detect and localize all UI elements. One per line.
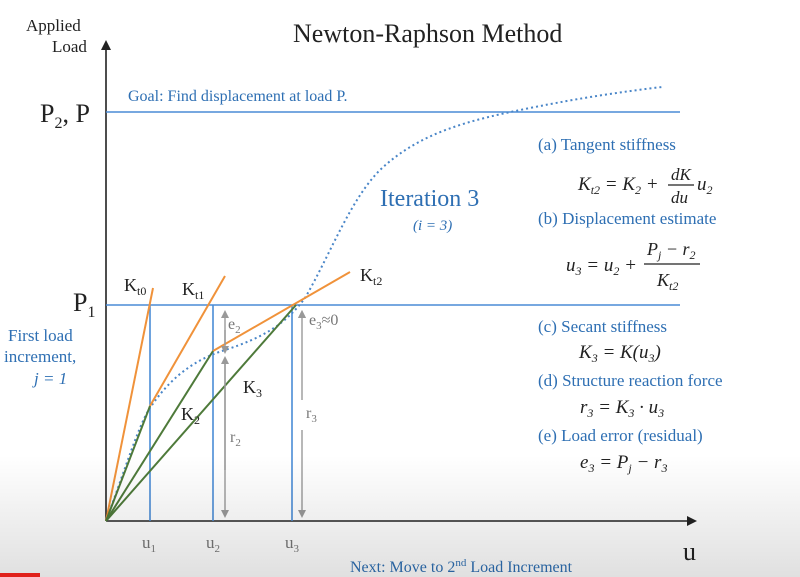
- u-tick-1: u1: [142, 533, 156, 555]
- equation-a-den: du: [671, 188, 688, 207]
- first-load-line2: increment,: [4, 347, 76, 366]
- k2-label: K2: [181, 404, 200, 427]
- y-axis-label-line2: Load: [52, 37, 87, 56]
- kt1-label: Kt1: [182, 279, 204, 302]
- iteration-title: Iteration 3: [380, 186, 479, 212]
- kt0-label: Kt0: [124, 275, 146, 298]
- tangent-kt2-line: [212, 271, 351, 352]
- equation-e: e3 = Pj − r3: [580, 452, 667, 475]
- equation-a-num: dK: [671, 165, 693, 184]
- secant-k3-line: [105, 304, 297, 522]
- goal-text: Goal: Find displacement at load P.: [128, 88, 348, 105]
- tangent-kt0-line: [105, 287, 154, 522]
- r3-label: r3: [306, 405, 317, 425]
- equation-d: r3 = K3 · u3: [580, 397, 664, 420]
- u-tick-3: u3: [285, 533, 300, 555]
- equation-a-left: Kt2 = K2 +: [577, 174, 659, 197]
- step-b-title: (b) Displacement estimate: [538, 209, 716, 228]
- secant-k1-line: [105, 405, 151, 522]
- slide-title: Newton-Raphson Method: [293, 19, 562, 48]
- equation-b-num: Pj − r2: [646, 239, 696, 262]
- step-d-title: (d) Structure reaction force: [538, 371, 723, 390]
- x-axis-label: u: [683, 537, 696, 566]
- tangent-kt1-line: [149, 275, 226, 407]
- next-step-text: Next: Move to 2nd Load Increment: [350, 557, 573, 576]
- step-e-title: (e) Load error (residual): [538, 426, 703, 445]
- equation-b-den: Kt2: [656, 270, 678, 293]
- kt2-label: Kt2: [360, 265, 382, 288]
- p2-label: P2, P: [40, 99, 90, 132]
- y-axis-label-line1: Applied: [26, 16, 81, 35]
- r2-label: r2: [230, 429, 241, 449]
- secant-k2-line: [105, 350, 214, 522]
- load-displacement-curve: [105, 86, 663, 522]
- p1-label: P1: [73, 288, 95, 321]
- equation-a: Kt2 = K2 + dK du u2: [577, 165, 713, 207]
- k3-label: K3: [243, 377, 262, 400]
- e2-label: e2: [228, 316, 241, 336]
- equation-b: u3 = u2 + Pj − r2 Kt2: [566, 239, 700, 293]
- first-load-line3: j = 1: [32, 369, 67, 388]
- first-load-line1: First load: [8, 326, 73, 345]
- equation-a-tail: u2: [697, 174, 713, 197]
- iteration-sub: (i = 3): [413, 218, 452, 234]
- equation-c: K3 = K(u3): [578, 342, 661, 365]
- video-progress-bar[interactable]: [0, 573, 40, 577]
- equation-b-left: u3 = u2 +: [566, 255, 637, 278]
- step-c-title: (c) Secant stiffness: [538, 317, 667, 336]
- u-tick-2: u2: [206, 533, 220, 555]
- e3-label: e3≈0: [309, 312, 338, 332]
- step-a-title: (a) Tangent stiffness: [538, 135, 676, 154]
